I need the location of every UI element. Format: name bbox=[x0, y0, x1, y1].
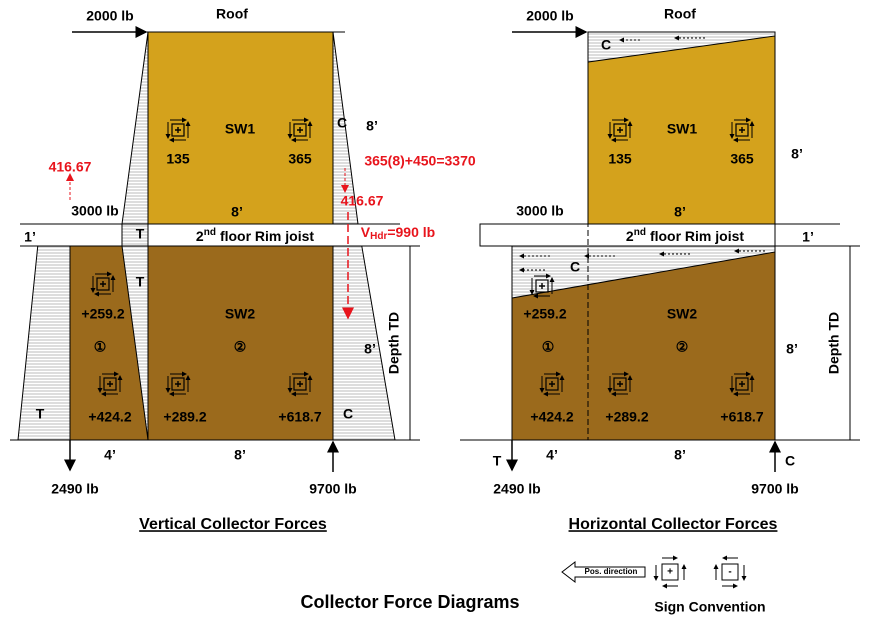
dimension-label: 8’ bbox=[674, 204, 686, 220]
tc-label: T bbox=[136, 274, 145, 290]
rim-band bbox=[479, 223, 776, 247]
dimension-label: 4’ bbox=[104, 447, 116, 463]
sign-minus: - bbox=[728, 567, 731, 578]
shear-value: +618.7 bbox=[720, 409, 763, 425]
roof-label: Roof bbox=[216, 6, 248, 22]
shear-value: 135 bbox=[166, 151, 190, 167]
hatch bbox=[121, 31, 149, 225]
depth-label: Depth TD bbox=[386, 312, 402, 374]
wall-label: SW1 bbox=[225, 121, 256, 137]
shear-value: +618.7 bbox=[278, 409, 321, 425]
sw1-panel bbox=[147, 31, 334, 225]
hatch-arrows bbox=[519, 35, 765, 273]
tc-label: C bbox=[337, 115, 347, 131]
sign-box bbox=[661, 563, 679, 581]
roof-label: Roof bbox=[664, 6, 696, 22]
direction-arrow bbox=[561, 560, 646, 584]
reaction-label: 2490 lb bbox=[51, 481, 98, 497]
force-label: 2000 lb bbox=[526, 8, 573, 24]
tc-label: C bbox=[785, 453, 795, 469]
reaction-label: 2490 lb bbox=[493, 481, 540, 497]
shear-value: +424.2 bbox=[530, 409, 573, 425]
dimension-label: 8’ bbox=[231, 204, 243, 220]
shear-value: +289.2 bbox=[163, 409, 206, 425]
shear-value: 365 bbox=[730, 151, 754, 167]
panel-label: ① bbox=[94, 339, 107, 355]
wall-label: SW2 bbox=[225, 306, 256, 322]
panel-label: ② bbox=[234, 339, 247, 355]
dimension-label: 8’ bbox=[674, 447, 686, 463]
annotation: 416.67 bbox=[341, 193, 384, 209]
subtitle: Horizontal Collector Forces bbox=[569, 516, 778, 533]
reaction-label: 9700 lb bbox=[309, 481, 356, 497]
sign-plus: + bbox=[667, 567, 673, 578]
annotation: 416.67 bbox=[49, 159, 92, 175]
rim-label: 2nd floor Rim joist bbox=[626, 227, 744, 244]
horizontal-diagram: 2000 lb Roof 3000 lb 2nd floor Rim joist … bbox=[460, 6, 860, 533]
wall-label: SW1 bbox=[667, 121, 698, 137]
dimension-label: 8’ bbox=[791, 146, 803, 162]
tc-label: C bbox=[570, 259, 580, 275]
sign-title: Sign Convention bbox=[654, 599, 765, 615]
sign-convention: Pos. direction + - Sign Convention bbox=[561, 555, 766, 615]
tc-label: T bbox=[36, 406, 45, 422]
annotation: 365(8)+450=3370 bbox=[364, 153, 476, 169]
shear-value: 365 bbox=[288, 151, 312, 167]
panel-label: ② bbox=[676, 339, 689, 355]
sw1-panel bbox=[587, 31, 776, 225]
shear-value: +289.2 bbox=[605, 409, 648, 425]
sign-box bbox=[721, 563, 739, 581]
annotation: VHdr=990 lb bbox=[361, 224, 435, 242]
dimension-label: 1’ bbox=[24, 229, 36, 245]
tc-label: T bbox=[136, 226, 145, 242]
sw2-panel bbox=[69, 245, 334, 441]
force-label: 3000 lb bbox=[71, 203, 118, 219]
dimension-label: 8’ bbox=[366, 118, 378, 134]
main-title: Collector Force Diagrams bbox=[300, 592, 519, 612]
direction-label: Pos. direction bbox=[585, 567, 638, 576]
force-label: 3000 lb bbox=[516, 203, 563, 219]
dimension-label: 8’ bbox=[786, 341, 798, 357]
subtitle: Vertical Collector Forces bbox=[139, 516, 327, 533]
shear-value: +424.2 bbox=[88, 409, 131, 425]
shear-value: +259.2 bbox=[81, 306, 124, 322]
vertical-diagram: 2000 lb Roof 3000 lb 2nd floor Rim joist … bbox=[10, 6, 476, 533]
shear-value: 135 bbox=[608, 151, 632, 167]
dimension-label: 4’ bbox=[546, 447, 558, 463]
tc-label: C bbox=[601, 37, 611, 53]
sign-arrows bbox=[653, 555, 747, 589]
dimension-label: 1’ bbox=[802, 229, 814, 245]
rim-label: 2nd floor Rim joist bbox=[196, 227, 314, 244]
tc-label: C bbox=[343, 406, 353, 422]
panel-label: ① bbox=[542, 339, 555, 355]
force-label: 2000 lb bbox=[86, 8, 133, 24]
wall-label: SW2 bbox=[667, 306, 698, 322]
dimension-label: 8’ bbox=[364, 341, 376, 357]
tc-label: T bbox=[493, 453, 502, 469]
reaction-label: 9700 lb bbox=[751, 481, 798, 497]
shear-value: +259.2 bbox=[523, 306, 566, 322]
depth-label: Depth TD bbox=[826, 312, 842, 374]
dimension-label: 8’ bbox=[234, 447, 246, 463]
